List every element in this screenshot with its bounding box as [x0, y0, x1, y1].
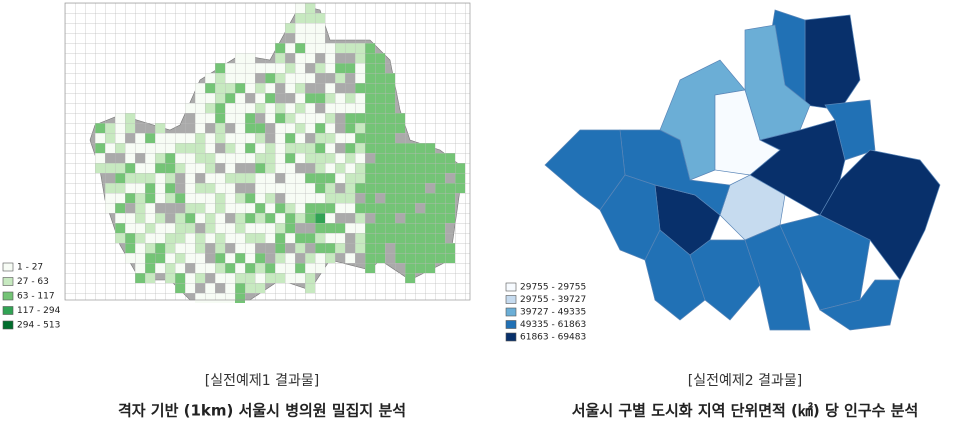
legend-swatch — [505, 307, 517, 317]
legend: 29755 - 29755 29755 - 39727 39727 - 49335 4… — [505, 282, 586, 343]
legend-swatch — [2, 262, 14, 272]
legend-label: 29755 - 39727 — [520, 295, 586, 305]
legend-swatch — [505, 332, 517, 342]
district — [819, 279, 901, 331]
legend-label: 49335 - 61863 — [520, 320, 586, 330]
grid-map — [64, 2, 471, 303]
map-title: 서울시 구별 도시화 지역 단위면적 (㎢) 당 인구수 분석 — [572, 402, 919, 420]
legend-label: 27 - 63 — [17, 277, 49, 287]
legend-swatch — [505, 295, 517, 304]
legend-label: 61863 - 69483 — [520, 333, 586, 343]
legend-label: 294 - 513 — [17, 321, 60, 331]
caption: [실전예제2 결과물] — [688, 373, 802, 389]
legend: 1 - 27 27 - 63 63 - 117 117 - 294 294 - 513 — [2, 262, 61, 331]
legend-swatch — [2, 306, 14, 315]
legend-swatch — [2, 291, 14, 301]
legend-swatch — [505, 320, 517, 329]
legend-swatch — [2, 277, 14, 286]
legend-label: 29755 - 29755 — [520, 283, 586, 293]
legend-label: 63 - 117 — [17, 292, 55, 302]
legend-label: 39727 - 49335 — [520, 308, 586, 318]
district — [804, 14, 861, 111]
map-title: 격자 기반 (1km) 서울시 병의원 밀집지 분석 — [118, 402, 406, 420]
choropleth-map — [544, 9, 941, 331]
legend-label: 1 - 27 — [17, 263, 43, 273]
legend-swatch — [2, 320, 14, 330]
district — [824, 99, 876, 161]
caption: [실전예제1 결과물] — [205, 373, 319, 389]
legend-swatch — [505, 282, 517, 292]
grid-lines — [64, 2, 471, 301]
legend-label: 117 - 294 — [17, 306, 61, 316]
